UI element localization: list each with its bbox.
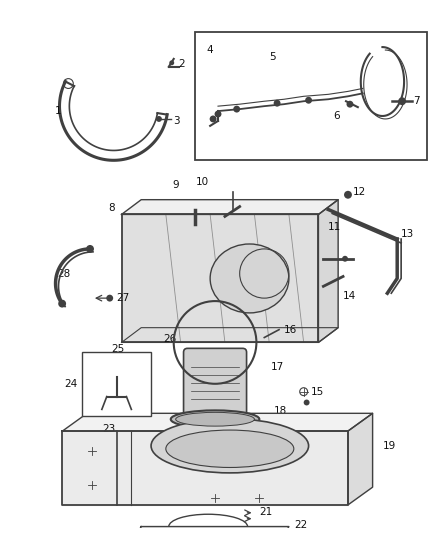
Bar bbox=[82, 352, 151, 416]
Polygon shape bbox=[63, 431, 348, 505]
Circle shape bbox=[229, 207, 237, 215]
Text: 21: 21 bbox=[259, 507, 272, 517]
Text: 15: 15 bbox=[311, 386, 324, 397]
Text: 25: 25 bbox=[112, 344, 125, 354]
Text: 19: 19 bbox=[382, 441, 396, 451]
Circle shape bbox=[233, 106, 240, 112]
Polygon shape bbox=[121, 200, 338, 214]
Text: 3: 3 bbox=[173, 116, 179, 126]
Text: 9: 9 bbox=[173, 180, 179, 190]
Circle shape bbox=[304, 400, 310, 406]
Text: 17: 17 bbox=[271, 362, 284, 372]
Polygon shape bbox=[121, 214, 318, 342]
Text: 14: 14 bbox=[343, 291, 356, 301]
Circle shape bbox=[305, 97, 312, 104]
Ellipse shape bbox=[171, 410, 259, 428]
Circle shape bbox=[342, 256, 348, 262]
Text: 13: 13 bbox=[401, 229, 414, 239]
Text: 8: 8 bbox=[109, 203, 115, 213]
Text: 28: 28 bbox=[57, 269, 71, 279]
Text: 26: 26 bbox=[163, 335, 176, 344]
Ellipse shape bbox=[166, 430, 294, 467]
Circle shape bbox=[329, 279, 337, 287]
Circle shape bbox=[191, 206, 199, 214]
Ellipse shape bbox=[210, 244, 289, 313]
Text: 18: 18 bbox=[274, 406, 287, 416]
Text: 16: 16 bbox=[284, 325, 297, 335]
Text: 22: 22 bbox=[294, 520, 307, 530]
Circle shape bbox=[274, 100, 280, 107]
Text: 7: 7 bbox=[413, 96, 420, 106]
Circle shape bbox=[156, 116, 162, 122]
Text: 24: 24 bbox=[64, 379, 78, 389]
Text: 23: 23 bbox=[102, 424, 115, 434]
Circle shape bbox=[346, 101, 353, 108]
Circle shape bbox=[398, 98, 406, 105]
Circle shape bbox=[344, 191, 352, 199]
Text: 4: 4 bbox=[206, 45, 213, 55]
Text: 27: 27 bbox=[117, 293, 130, 303]
Text: 10: 10 bbox=[195, 177, 208, 187]
Ellipse shape bbox=[176, 413, 254, 426]
Bar bbox=[195, 33, 427, 160]
Circle shape bbox=[106, 295, 113, 302]
Circle shape bbox=[210, 116, 216, 123]
Circle shape bbox=[86, 245, 94, 253]
Polygon shape bbox=[318, 200, 338, 342]
Circle shape bbox=[266, 331, 273, 338]
Text: 1: 1 bbox=[55, 106, 61, 116]
Polygon shape bbox=[121, 328, 338, 342]
Polygon shape bbox=[63, 413, 373, 431]
Ellipse shape bbox=[151, 419, 309, 473]
Text: 20: 20 bbox=[230, 423, 243, 433]
Circle shape bbox=[215, 110, 222, 117]
Text: 2: 2 bbox=[179, 59, 185, 69]
Text: 6: 6 bbox=[333, 111, 340, 121]
Circle shape bbox=[58, 300, 66, 308]
Circle shape bbox=[169, 60, 174, 66]
Text: 5: 5 bbox=[269, 52, 276, 62]
Polygon shape bbox=[127, 527, 289, 533]
Circle shape bbox=[329, 255, 337, 263]
Text: 12: 12 bbox=[353, 187, 366, 197]
Polygon shape bbox=[348, 413, 373, 505]
Text: 11: 11 bbox=[328, 222, 342, 232]
FancyBboxPatch shape bbox=[184, 349, 247, 415]
